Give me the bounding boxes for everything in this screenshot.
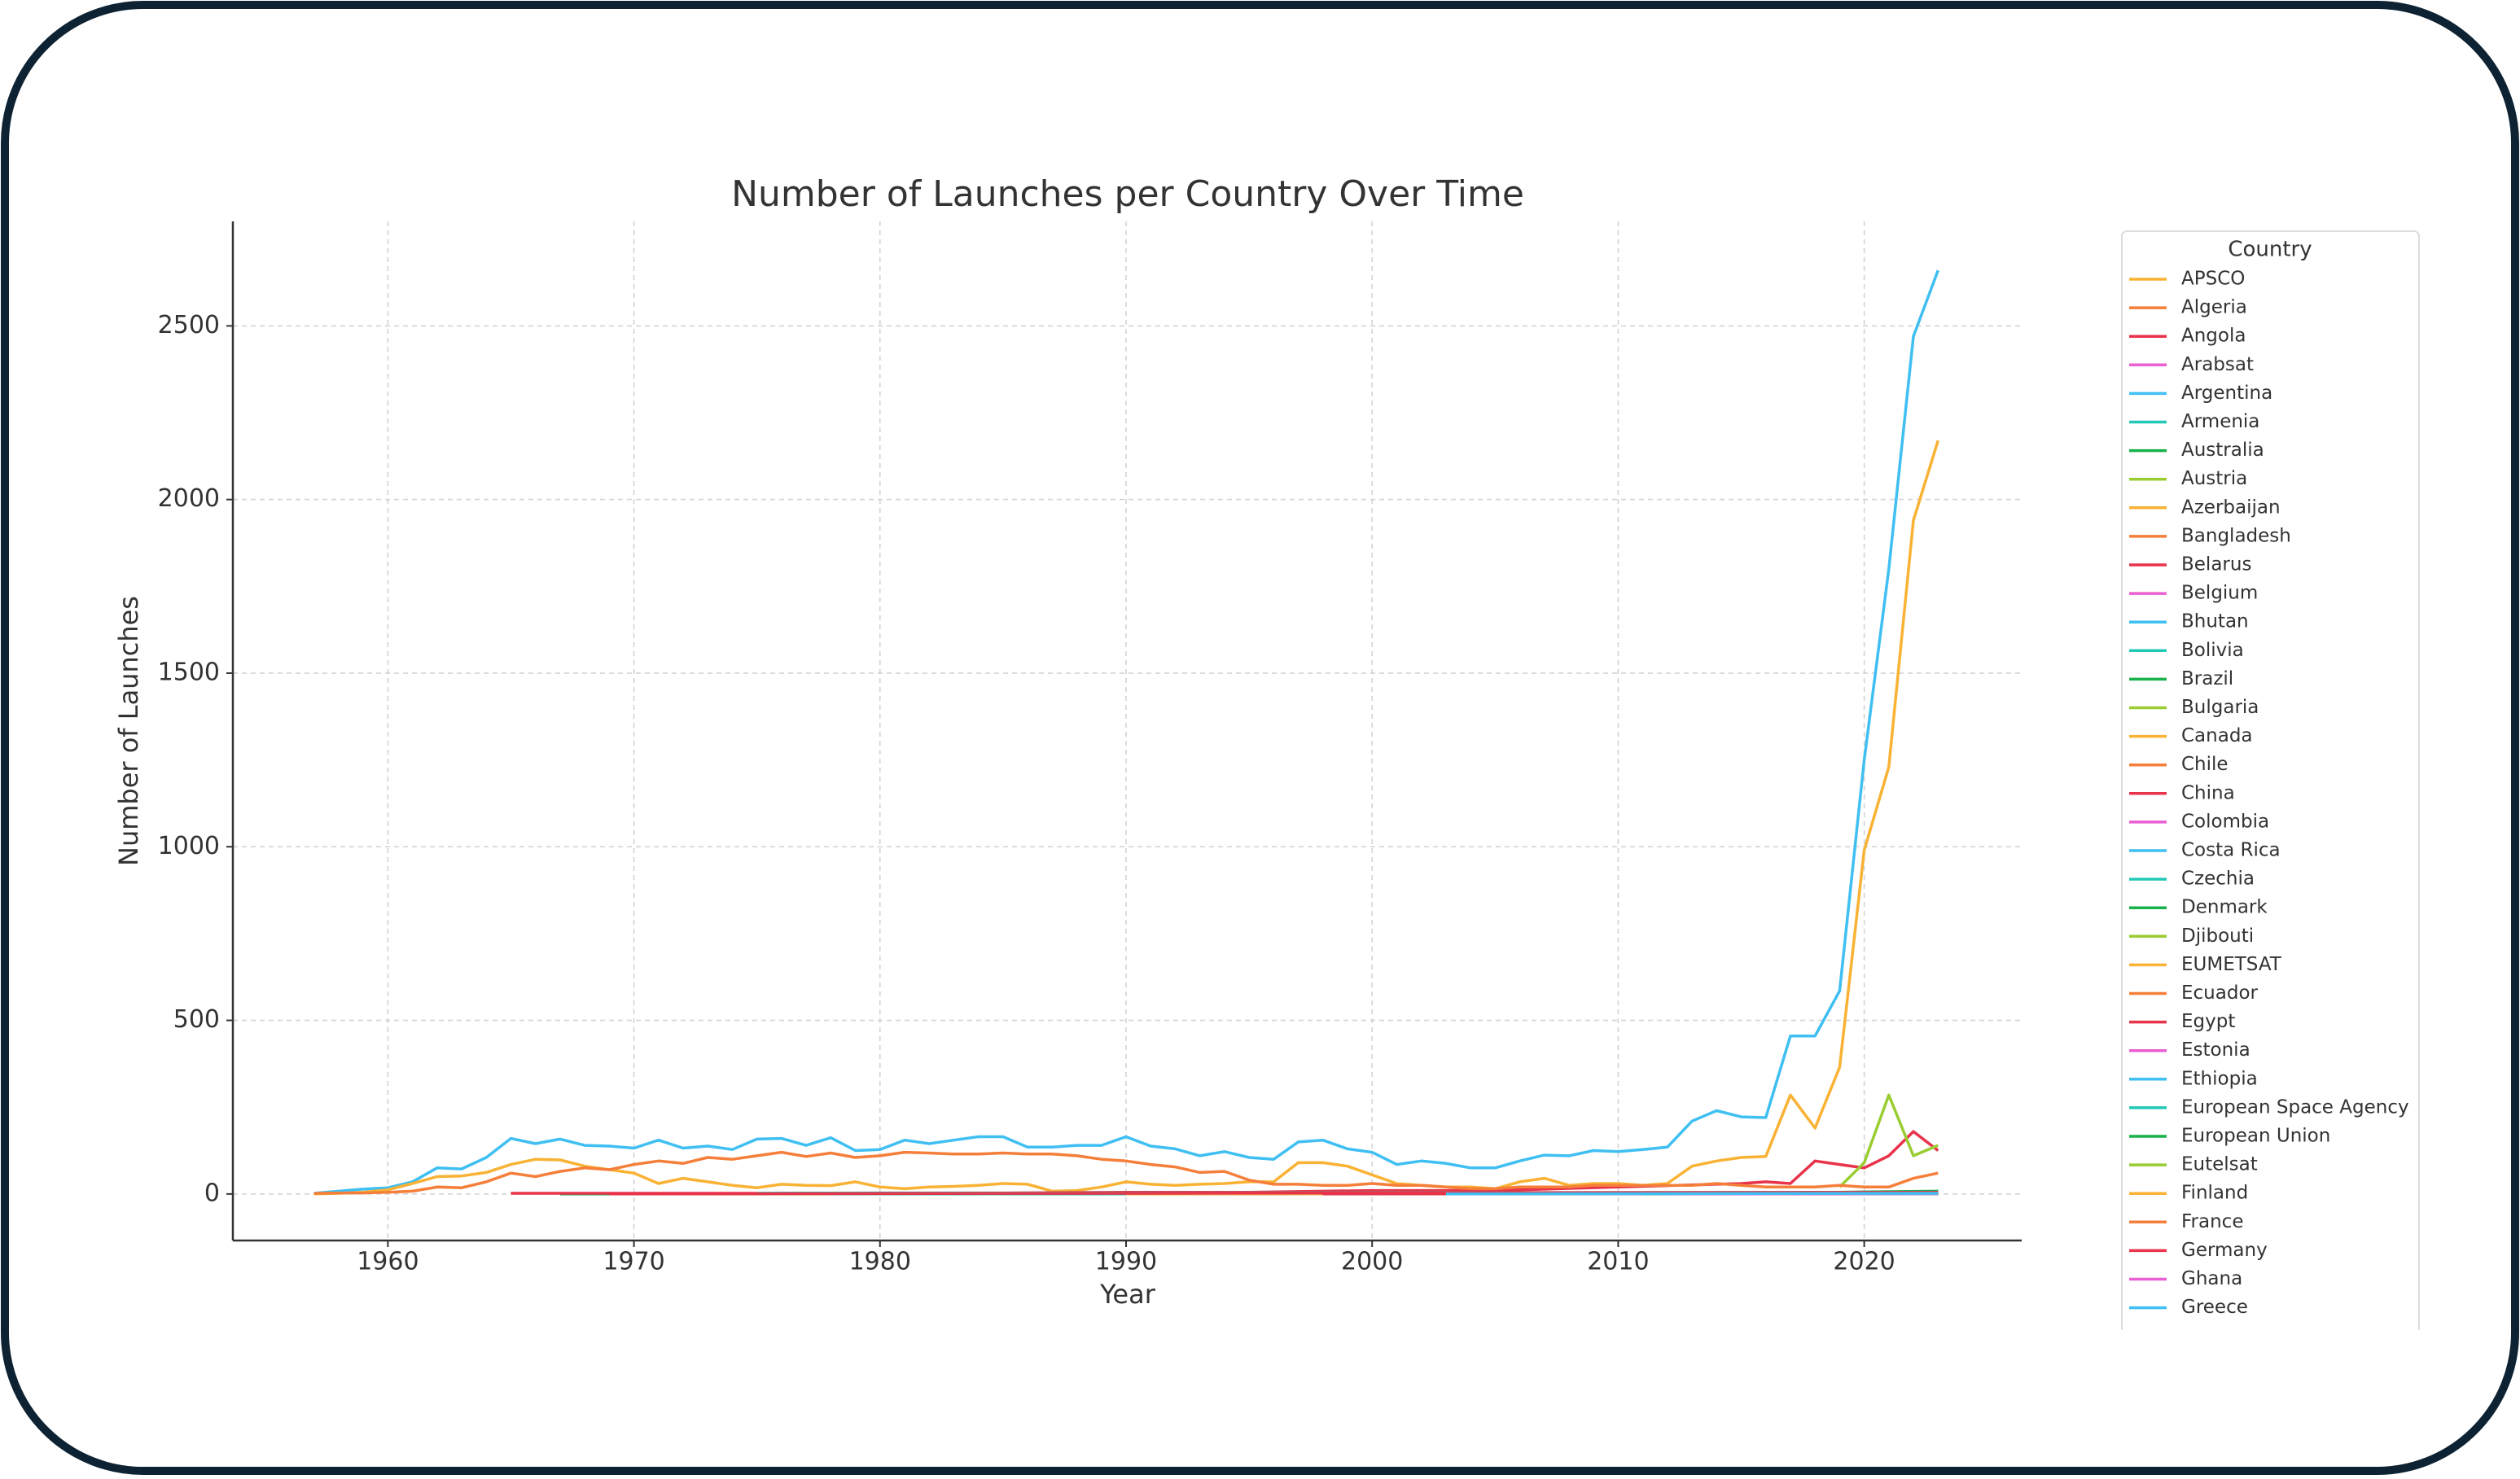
legend-label: Bolivia xyxy=(2181,640,2244,661)
legend-label: Denmark xyxy=(2181,897,2268,918)
legend-label: France xyxy=(2181,1211,2243,1232)
legend-label: Bangladesh xyxy=(2181,525,2291,546)
y-tick-label: 1500 xyxy=(158,658,220,686)
legend-label: Czechia xyxy=(2181,869,2255,890)
y-tick-label: 500 xyxy=(173,1005,220,1034)
x-axis-label: Year xyxy=(1099,1279,1156,1310)
y-axis-label: Number of Launches xyxy=(113,596,144,866)
legend-label: European Space Agency xyxy=(2181,1096,2409,1118)
legend-label: Egypt xyxy=(2181,1011,2235,1032)
legend-label: Belarus xyxy=(2181,554,2251,575)
legend-label: Estonia xyxy=(2181,1039,2250,1061)
y-tick-label: 2500 xyxy=(158,311,220,339)
legend-label: Canada xyxy=(2181,725,2253,746)
legend-label: Armenia xyxy=(2181,411,2259,432)
series-line xyxy=(1446,1193,1938,1194)
x-tick-label: 2010 xyxy=(1587,1248,1649,1276)
legend-label: Brazil xyxy=(2181,668,2233,689)
x-tick-label: 2000 xyxy=(1341,1248,1403,1276)
y-tick-label: 1000 xyxy=(158,832,220,860)
legend-label: Argentina xyxy=(2181,383,2272,404)
legend-label: Djibouti xyxy=(2181,925,2254,947)
legend-label: APSCO xyxy=(2181,269,2245,290)
legend-label: Costa Rica xyxy=(2181,840,2281,861)
x-tick-label: 1990 xyxy=(1095,1248,1157,1276)
y-tick-label: 2000 xyxy=(158,484,220,513)
legend-label: Arabsat xyxy=(2181,354,2254,375)
legend-label: Germany xyxy=(2181,1240,2268,1261)
legend-title: Country xyxy=(2228,238,2312,262)
y-tick-label: 0 xyxy=(204,1179,220,1207)
legend-label: Eutelsat xyxy=(2181,1154,2258,1175)
legend-label: Belgium xyxy=(2181,583,2258,604)
legend-label: Greece xyxy=(2181,1297,2248,1318)
legend-label: China xyxy=(2181,782,2235,803)
x-tick-label: 1980 xyxy=(849,1248,911,1276)
legend-label: Austria xyxy=(2181,468,2247,489)
chart-title: Number of Launches per Country Over Time xyxy=(731,173,1524,215)
legend-label: Bulgaria xyxy=(2181,697,2259,718)
legend-label: EUMETSAT xyxy=(2181,954,2282,975)
legend-label: Algeria xyxy=(2181,297,2247,318)
legend: Country APSCO Algeria Angola Arabsat Argenti… xyxy=(2122,231,2419,1330)
legend-label: Ecuador xyxy=(2181,982,2259,1004)
legend-label: Angola xyxy=(2181,326,2246,347)
legend-label: Colombia xyxy=(2181,811,2269,832)
legend-label: Finland xyxy=(2181,1183,2248,1204)
legend-label: European Union xyxy=(2181,1126,2330,1147)
legend-label: Bhutan xyxy=(2181,611,2249,632)
x-tick-label: 1960 xyxy=(357,1248,419,1276)
legend-label: Australia xyxy=(2181,440,2264,461)
legend-label: Azerbaijan xyxy=(2181,497,2281,518)
x-tick-label: 2020 xyxy=(1833,1248,1895,1276)
x-tick-label: 1970 xyxy=(603,1248,664,1276)
legend-label: Chile xyxy=(2181,754,2229,775)
legend-label: Ghana xyxy=(2181,1268,2242,1289)
legend-label: Ethiopia xyxy=(2181,1068,2258,1089)
